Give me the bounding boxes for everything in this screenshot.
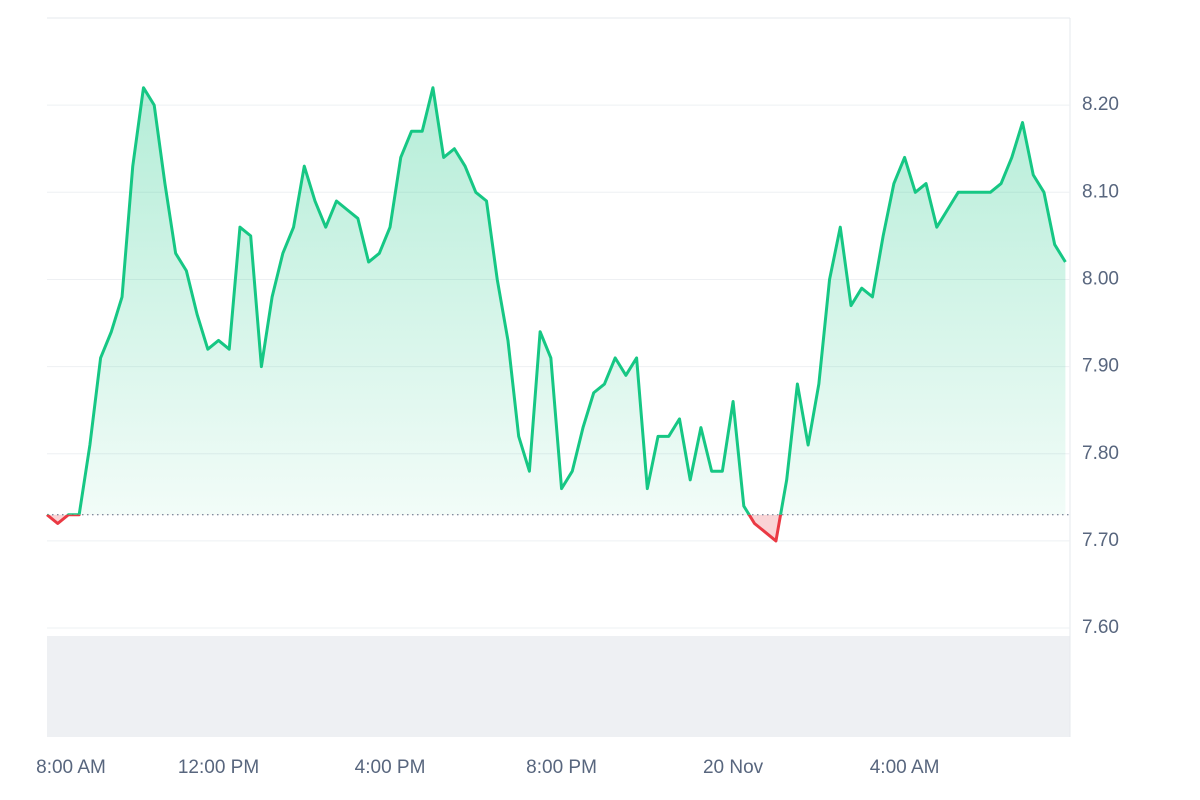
- x-tick-label: 12:00 PM: [178, 757, 259, 778]
- y-tick-label: 8.10: [1082, 181, 1119, 202]
- price-line-up: [47, 86, 1067, 515]
- y-tick-label: 8.20: [1082, 94, 1119, 115]
- area-up: [79, 87, 1066, 515]
- y-tick-label: 7.90: [1082, 356, 1119, 377]
- y-tick-label: 8.00: [1082, 268, 1119, 289]
- y-tick-label: 7.60: [1082, 617, 1119, 638]
- x-tick-label: 8:00 AM: [36, 757, 106, 778]
- y-tick-label: 7.70: [1082, 530, 1119, 551]
- volume-band: [47, 636, 1070, 737]
- x-tick-label: 4:00 PM: [355, 757, 426, 778]
- y-tick-label: 7.80: [1082, 443, 1119, 464]
- x-tick-label: 4:00 AM: [870, 757, 940, 778]
- x-tick-label: 20 Nov: [703, 757, 764, 778]
- x-tick-label: 8:00 PM: [526, 757, 597, 778]
